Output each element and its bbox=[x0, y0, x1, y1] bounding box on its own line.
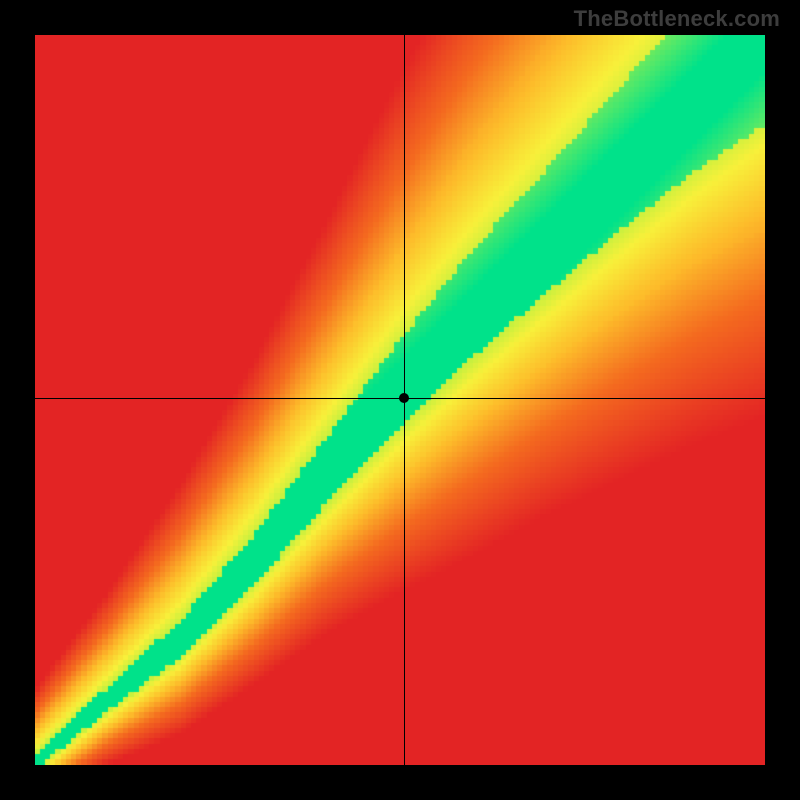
crosshair-marker bbox=[399, 393, 409, 403]
watermark-text: TheBottleneck.com bbox=[574, 6, 780, 32]
chart-container: TheBottleneck.com bbox=[0, 0, 800, 800]
